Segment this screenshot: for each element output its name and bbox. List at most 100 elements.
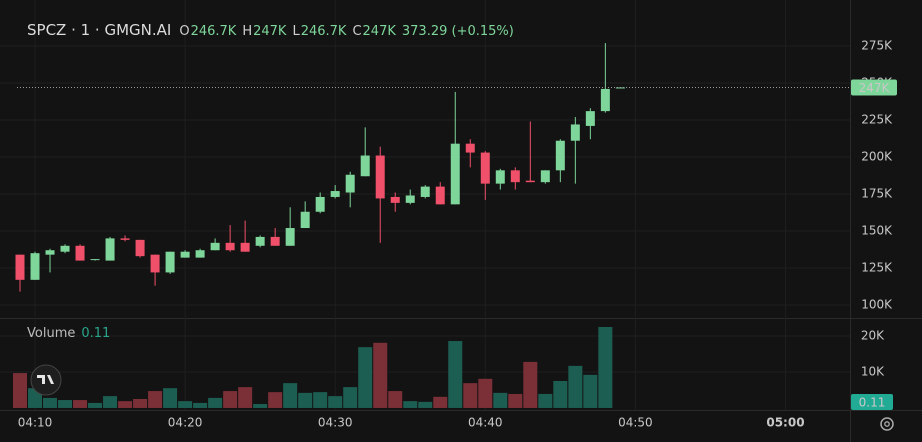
volume-bar — [388, 391, 403, 408]
gear-center[interactable] — [884, 421, 890, 427]
volume-bar — [448, 341, 463, 408]
candle-body — [255, 236, 265, 246]
candle-body — [60, 245, 70, 252]
candle-body — [30, 253, 40, 280]
volume-bar — [193, 402, 208, 408]
candle-body — [15, 254, 25, 280]
volume-bar — [223, 391, 238, 408]
volume-bar — [403, 401, 418, 408]
x-tick-label: 04:40 — [468, 416, 503, 430]
candle-body — [165, 251, 175, 273]
volume-bar — [313, 392, 328, 408]
volume-bar — [358, 347, 373, 408]
candle-body — [285, 228, 295, 246]
volume-bar — [148, 391, 163, 408]
volume-bar — [163, 388, 178, 408]
y-tick-label: 150K — [861, 223, 893, 237]
volume-tick-label: 10K — [861, 364, 885, 378]
settings-icon[interactable] — [880, 417, 894, 431]
candle-body — [525, 180, 535, 183]
candle-body — [315, 196, 325, 212]
candle-body — [150, 254, 160, 273]
candle-body — [465, 143, 475, 153]
candle-body — [570, 124, 580, 141]
volume-bar — [283, 383, 298, 408]
gear-ring[interactable] — [880, 417, 894, 431]
change: 373.29 (+0.15%) — [401, 24, 514, 39]
ohlc-value: 246.7K — [300, 24, 347, 39]
candle-body — [210, 242, 220, 251]
y-tick-label: 125K — [861, 260, 893, 274]
candle-body — [195, 250, 205, 258]
volume-bar — [523, 361, 538, 408]
candle-body — [300, 211, 310, 229]
last-price-box — [851, 79, 897, 96]
candle-body — [495, 170, 505, 184]
volume-bar — [178, 401, 193, 408]
candle-body — [450, 143, 460, 205]
volume-legend: Volume 0.11 — [27, 326, 110, 341]
candle-body — [420, 186, 430, 197]
candle-body — [240, 242, 250, 252]
y-tick-label: 100K — [861, 297, 893, 311]
volume-title: Volume — [27, 326, 76, 341]
x-tick-label: 04:30 — [318, 416, 353, 430]
volume-bar — [433, 396, 448, 408]
last-volume-label: 0.11 — [859, 395, 886, 409]
x-tick-label: 05:00 — [766, 416, 804, 430]
volume-bar — [328, 396, 343, 408]
candle-body — [555, 140, 565, 171]
volume-last: 0.11 — [81, 326, 111, 341]
candle-body — [405, 195, 415, 203]
volume-bar — [43, 397, 58, 408]
symbol: SPCZ · 1 · GMGN.AI — [27, 21, 172, 39]
candle-body — [45, 250, 55, 255]
volume-bar — [238, 387, 253, 408]
candle-body — [435, 186, 445, 205]
candle-body — [135, 239, 145, 257]
candle-body — [75, 245, 85, 261]
candle-body — [225, 242, 235, 251]
candle-body — [510, 170, 520, 183]
volume-bar — [373, 342, 388, 408]
volume-bar — [598, 326, 613, 408]
candle-body — [330, 191, 340, 197]
candle-body — [345, 174, 355, 193]
candle-body — [120, 238, 130, 240]
volume-bar — [253, 404, 268, 408]
volume-bar — [343, 387, 358, 408]
volume-bar — [583, 374, 598, 408]
candle-body — [90, 259, 100, 261]
x-tick-label: 04:10 — [18, 416, 53, 430]
x-tick-label: 04:20 — [168, 416, 203, 430]
volume-bar — [133, 398, 148, 408]
candle-body — [600, 88, 610, 112]
y-tick-label: 175K — [861, 186, 893, 200]
ohlc-value: 247K — [362, 24, 396, 39]
logo-circle[interactable] — [30, 364, 62, 396]
candle-body — [180, 251, 190, 258]
volume-bar — [73, 400, 88, 408]
grid — [0, 0, 850, 410]
candle-body — [270, 236, 280, 246]
ohlc-value: 247K — [253, 24, 287, 39]
volume-bar — [493, 392, 508, 408]
volume-bar — [208, 397, 223, 408]
logo[interactable] — [30, 364, 62, 396]
candle-body — [480, 152, 490, 184]
volume-bar — [88, 402, 103, 408]
logo-glyph[interactable] — [37, 375, 54, 384]
volume-tick-label: 20K — [861, 328, 885, 342]
y-tick-label: 225K — [861, 113, 893, 127]
volume-bar — [118, 401, 133, 408]
ohlc-key: O — [179, 24, 190, 39]
ohlc-key: C — [352, 24, 362, 39]
x-tick-label: 04:50 — [618, 416, 653, 430]
volume-bar — [13, 373, 28, 408]
volume-bar — [268, 392, 283, 408]
volume-bar — [508, 393, 523, 408]
candle-body — [360, 155, 370, 177]
volume-bar — [103, 396, 118, 408]
candle-body — [585, 111, 595, 126]
